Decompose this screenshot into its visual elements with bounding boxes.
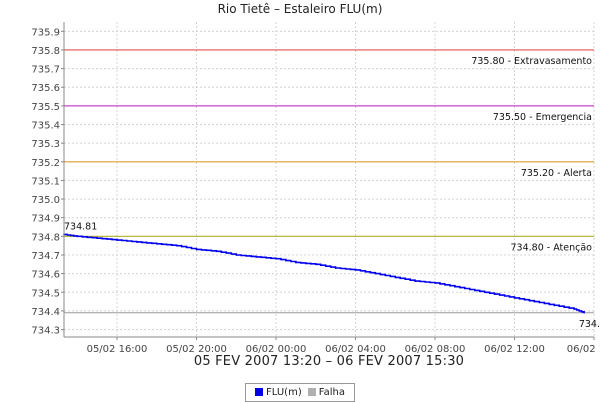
- y-tick-label: 735.5: [31, 102, 60, 113]
- y-tick-label: 734.6: [31, 270, 60, 281]
- data-point: [454, 285, 456, 288]
- y-tick-label: 735.0: [31, 195, 60, 206]
- data-point: [295, 261, 297, 264]
- y-tick-label: 734.3: [31, 326, 60, 337]
- data-point: [394, 276, 397, 279]
- data-point: [96, 237, 98, 240]
- x-tick-label: 06/02 04:00: [325, 344, 386, 355]
- chart-title: Rio Tietê – Estaleiro FLU(m): [217, 2, 383, 16]
- x-tick-label: 05/02 16:00: [87, 344, 148, 355]
- data-point: [275, 257, 277, 260]
- reference-line-label: 735.20 - Alerta: [521, 168, 592, 179]
- annotation-label: 734.39: [579, 319, 600, 330]
- data-point: [175, 244, 178, 247]
- data-point: [513, 297, 516, 299]
- data-point: [136, 241, 138, 243]
- data-point: [493, 293, 496, 295]
- y-tick-label: 735.8: [31, 46, 60, 57]
- data-point: [76, 235, 79, 238]
- x-tick-label: 06/02 12:00: [484, 344, 545, 355]
- y-tick-label: 735.2: [31, 158, 60, 169]
- data-point: [583, 311, 585, 314]
- reference-line-label: 734.80 - Atenção: [511, 242, 593, 253]
- series-line-flu: [64, 233, 585, 313]
- x-tick-label: 06/02 00:00: [246, 344, 307, 355]
- y-tick-label: 734.8: [31, 232, 60, 243]
- legend-box: FLU(m) Falha: [245, 383, 355, 402]
- legend-entry: FLU(m): [255, 386, 302, 399]
- data-point: [553, 304, 556, 307]
- data-point: [155, 243, 158, 245]
- y-tick-label: 735.3: [31, 139, 60, 150]
- data-point: [116, 239, 118, 241]
- data-point: [473, 289, 476, 292]
- annotation-label: 734.81: [64, 221, 97, 232]
- data-point: [434, 282, 436, 284]
- data-point: [314, 263, 317, 266]
- legend: FLU(m) Falha: [0, 380, 600, 402]
- data-point: [533, 300, 536, 303]
- data-point: [255, 256, 257, 258]
- legend-swatch: [307, 388, 316, 396]
- data-point: [195, 248, 198, 251]
- plot-background: [64, 22, 594, 337]
- y-tick-label: 735.6: [31, 83, 60, 94]
- y-tick-label: 734.5: [31, 288, 60, 299]
- y-tick-label: 735.7: [31, 65, 60, 76]
- data-point: [235, 254, 238, 256]
- legend-label: Falha: [318, 387, 345, 398]
- y-tick-label: 734.9: [31, 214, 60, 225]
- reference-line-label: 735.80 - Extravasamento: [471, 56, 592, 67]
- data-point: [354, 269, 357, 271]
- legend-entry: Falha: [307, 386, 345, 399]
- legend-label: FLU(m): [266, 387, 302, 398]
- data-point: [414, 280, 416, 282]
- x-axis-label: 05 FEV 2007 13:20 – 06 FEV 2007 15:30: [193, 354, 465, 369]
- x-tick-label: 06/02 08:00: [405, 344, 466, 355]
- x-tick-label: 06/02 16:0: [567, 344, 600, 355]
- reference-line-label: 735.50 - Emergencia: [493, 112, 592, 123]
- y-tick-label: 735.9: [31, 27, 60, 38]
- x-tick-label: 05/02 20:00: [166, 344, 227, 355]
- data-point: [334, 267, 337, 269]
- y-tick-label: 735.1: [31, 176, 60, 187]
- data-point: [215, 250, 218, 253]
- data-point: [573, 308, 575, 310]
- y-tick-label: 734.4: [31, 307, 60, 318]
- data-point: [374, 272, 377, 275]
- y-tick-label: 734.7: [31, 251, 60, 262]
- y-tick-label: 735.4: [31, 121, 60, 132]
- legend-swatch: [255, 388, 264, 396]
